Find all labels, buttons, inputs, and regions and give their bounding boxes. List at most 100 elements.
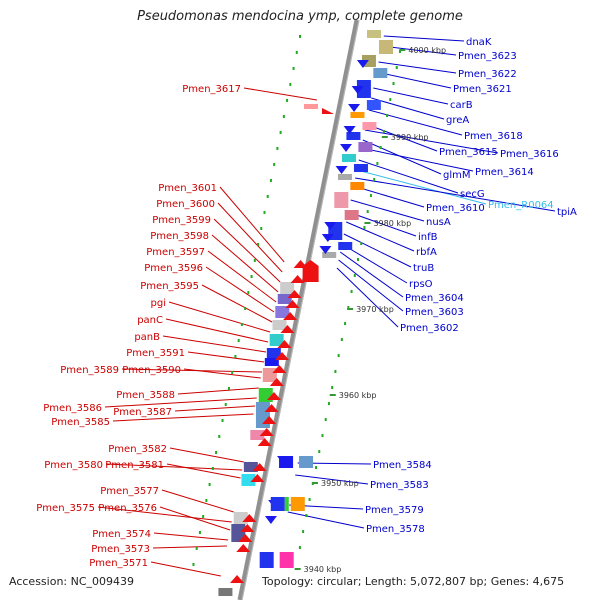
scale-dot — [211, 467, 214, 470]
gene-label-pmen_3601[interactable]: Pmen_3601 — [158, 183, 217, 194]
gene-label-pmen_3623[interactable]: Pmen_3623 — [458, 51, 517, 62]
gene-label-pmen_3581[interactable]: Pmen_3581 — [105, 460, 164, 471]
label-connector — [159, 506, 231, 531]
gene-label-pmen_3610[interactable]: Pmen_3610 — [426, 203, 485, 214]
label-connector — [373, 87, 449, 105]
gene-label-pmen_3618[interactable]: Pmen_3618 — [464, 131, 523, 142]
gene-label-pmen_3603[interactable]: Pmen_3603 — [405, 307, 464, 318]
gene-arrow — [287, 290, 302, 298]
gene-label-rbfa[interactable]: rbfA — [416, 247, 437, 258]
gene-label-grea[interactable]: greA — [446, 115, 469, 126]
scale-dot — [373, 178, 376, 181]
gene-arrow — [238, 534, 253, 542]
gene-label-pmen_3596[interactable]: Pmen_3596 — [144, 263, 203, 274]
gene-block — [264, 358, 279, 366]
gene-label-pmen_3598[interactable]: Pmen_3598 — [150, 231, 209, 242]
scale-dot — [298, 35, 301, 38]
gene-label-panb[interactable]: panB — [134, 332, 160, 343]
gene-arrow — [275, 352, 290, 360]
label-connector — [211, 234, 279, 293]
scale-dot — [266, 195, 269, 198]
scale-dot — [205, 499, 208, 502]
gene-label-pmen_3580[interactable]: Pmen_3580 — [44, 460, 103, 471]
gene-label-pmen_3599[interactable]: Pmen_3599 — [152, 215, 211, 226]
gene-label-pmen_3600[interactable]: Pmen_3600 — [156, 199, 215, 210]
gene-label-pmen_3576[interactable]: Pmen_3576 — [98, 503, 157, 514]
gene-block — [241, 474, 256, 486]
gene-arrow — [272, 365, 287, 373]
scale-dot — [250, 275, 253, 278]
label-connector — [368, 109, 463, 136]
gene-label-pmen_r0064[interactable]: Pmen_R0064 — [488, 200, 554, 211]
gene-label-pmen_3588[interactable]: Pmen_3588 — [116, 390, 175, 401]
gene-label-pmen_3578[interactable]: Pmen_3578 — [366, 524, 425, 535]
gene-label-pmen_3583[interactable]: Pmen_3583 — [370, 480, 429, 491]
gene-label-pmen_3574[interactable]: Pmen_3574 — [92, 529, 151, 540]
gene-label-pmen_3621[interactable]: Pmen_3621 — [453, 84, 512, 95]
label-connector — [97, 506, 232, 523]
gene-label-pmen_3584[interactable]: Pmen_3584 — [373, 460, 432, 471]
gene-label-pmen_3597[interactable]: Pmen_3597 — [146, 247, 205, 258]
gene-label-pmen_3616[interactable]: Pmen_3616 — [500, 149, 559, 160]
gene-block — [259, 552, 274, 568]
gene-label-secg[interactable]: secG — [460, 189, 485, 200]
gene-label-pmen_3595[interactable]: Pmen_3595 — [140, 281, 199, 292]
gene-label-nusa[interactable]: nusA — [426, 217, 451, 228]
label-connector — [356, 169, 487, 205]
gene-label-panc[interactable]: panC — [137, 315, 163, 326]
gene-label-trub[interactable]: truB — [413, 263, 434, 274]
gene-label-pmen_3617[interactable]: Pmen_3617 — [182, 84, 241, 95]
gene-arrow — [240, 524, 255, 532]
scale-dot — [324, 418, 327, 421]
gene-label-pmen_3614[interactable]: Pmen_3614 — [475, 167, 534, 178]
gene-label-carb[interactable]: carB — [450, 100, 473, 111]
gene-label-rpso[interactable]: rpsO — [409, 279, 433, 290]
label-connector — [336, 267, 399, 328]
gene-label-pmen_3573[interactable]: Pmen_3573 — [91, 544, 150, 555]
gene-label-pmen_3589[interactable]: Pmen_3589 — [60, 365, 119, 376]
gene-block — [270, 497, 285, 511]
gene-label-pmen_3602[interactable]: Pmen_3602 — [400, 323, 459, 334]
scale-dot — [382, 130, 385, 133]
gene-label-pmen_3590[interactable]: Pmen_3590 — [122, 365, 181, 376]
gene-label-pmen_3579[interactable]: Pmen_3579 — [365, 505, 424, 516]
label-connector — [166, 463, 241, 479]
gene-label-pmen_3587[interactable]: Pmen_3587 — [113, 407, 172, 418]
gene-arrow — [242, 514, 257, 522]
gene-label-pmen_3585[interactable]: Pmen_3585 — [51, 417, 110, 428]
scale-dot — [395, 66, 398, 69]
genome-backbone — [237, 19, 360, 600]
gene-label-pmen_3622[interactable]: Pmen_3622 — [458, 69, 517, 80]
gene-label-pmen_3591[interactable]: Pmen_3591 — [126, 348, 185, 359]
gene-arrow — [250, 474, 265, 482]
gene-label-glmm[interactable]: glmM — [443, 170, 471, 181]
gene-label-pmen_3577[interactable]: Pmen_3577 — [100, 486, 159, 497]
scale-dot — [273, 163, 276, 166]
scale-tick-label: 4000 kbp — [408, 46, 446, 55]
gene-block — [356, 80, 371, 98]
gene-arrow — [335, 166, 348, 174]
gene-label-pmen_3582[interactable]: Pmen_3582 — [108, 444, 167, 455]
scale-dot — [347, 306, 350, 309]
gene-label-pgi[interactable]: pgi — [151, 298, 166, 309]
gene-label-infb[interactable]: infB — [418, 232, 438, 243]
scale-dot — [305, 514, 308, 517]
gene-block — [350, 112, 365, 118]
label-connector — [162, 335, 267, 353]
scale-tick-label: 3950 kbp — [321, 479, 359, 488]
gene-block — [353, 164, 368, 172]
gene-labels: dnaK Pmen_3623 Pmen_3622 Pmen_3621 carB greA P… — [36, 37, 577, 569]
topology-text: Topology: circular; Length: 5,072,807 bp… — [262, 575, 565, 588]
gene-label-pmen_3604[interactable]: Pmen_3604 — [405, 293, 464, 304]
label-connector — [161, 489, 234, 513]
gene-label-pmen_3615[interactable]: Pmen_3615 — [439, 147, 498, 158]
gene-label-dnak[interactable]: dnaK — [466, 37, 492, 48]
label-connector — [381, 45, 457, 56]
gene-label-pmen_3571[interactable]: Pmen_3571 — [89, 558, 148, 569]
gene-label-pmen_3586[interactable]: Pmen_3586 — [43, 403, 102, 414]
gene-block — [358, 142, 373, 152]
gene-label-tpia[interactable]: tpiA — [557, 207, 577, 218]
gene-label-pmen_3575[interactable]: Pmen_3575 — [36, 503, 95, 514]
gene-block — [250, 430, 265, 440]
label-connector — [174, 405, 256, 412]
